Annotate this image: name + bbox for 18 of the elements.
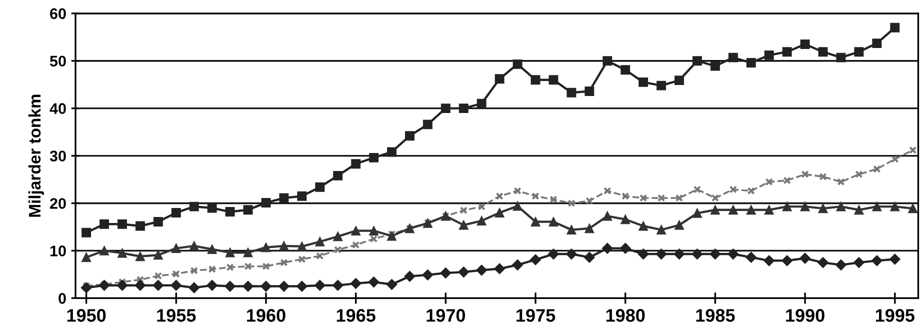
x-tick-label: 1965 — [336, 309, 376, 322]
x-tick-label: 1955 — [157, 309, 196, 322]
y-axis-title: Miljarder tonkm — [28, 94, 44, 217]
x-tick-label: 1980 — [606, 309, 645, 322]
y-tick-label: 10 — [50, 246, 66, 256]
x-tick-label: 1985 — [696, 309, 735, 322]
y-tick-label: 60 — [50, 8, 66, 20]
x-tick-label: 1975 — [516, 309, 556, 322]
y-tick-label: 50 — [50, 56, 66, 67]
x-tick-label: 1970 — [426, 309, 466, 322]
x-tick-label: 1960 — [247, 309, 286, 322]
y-tick-label: 40 — [50, 103, 66, 114]
y-tick-label: 30 — [50, 150, 66, 162]
x-tick-label: 1950 — [67, 309, 106, 322]
y-tick-label: 0 — [58, 293, 66, 304]
y-tick-label: 20 — [50, 198, 66, 209]
x-tick-label: 1995 — [876, 309, 914, 322]
x-tick-label: 1990 — [786, 309, 824, 322]
